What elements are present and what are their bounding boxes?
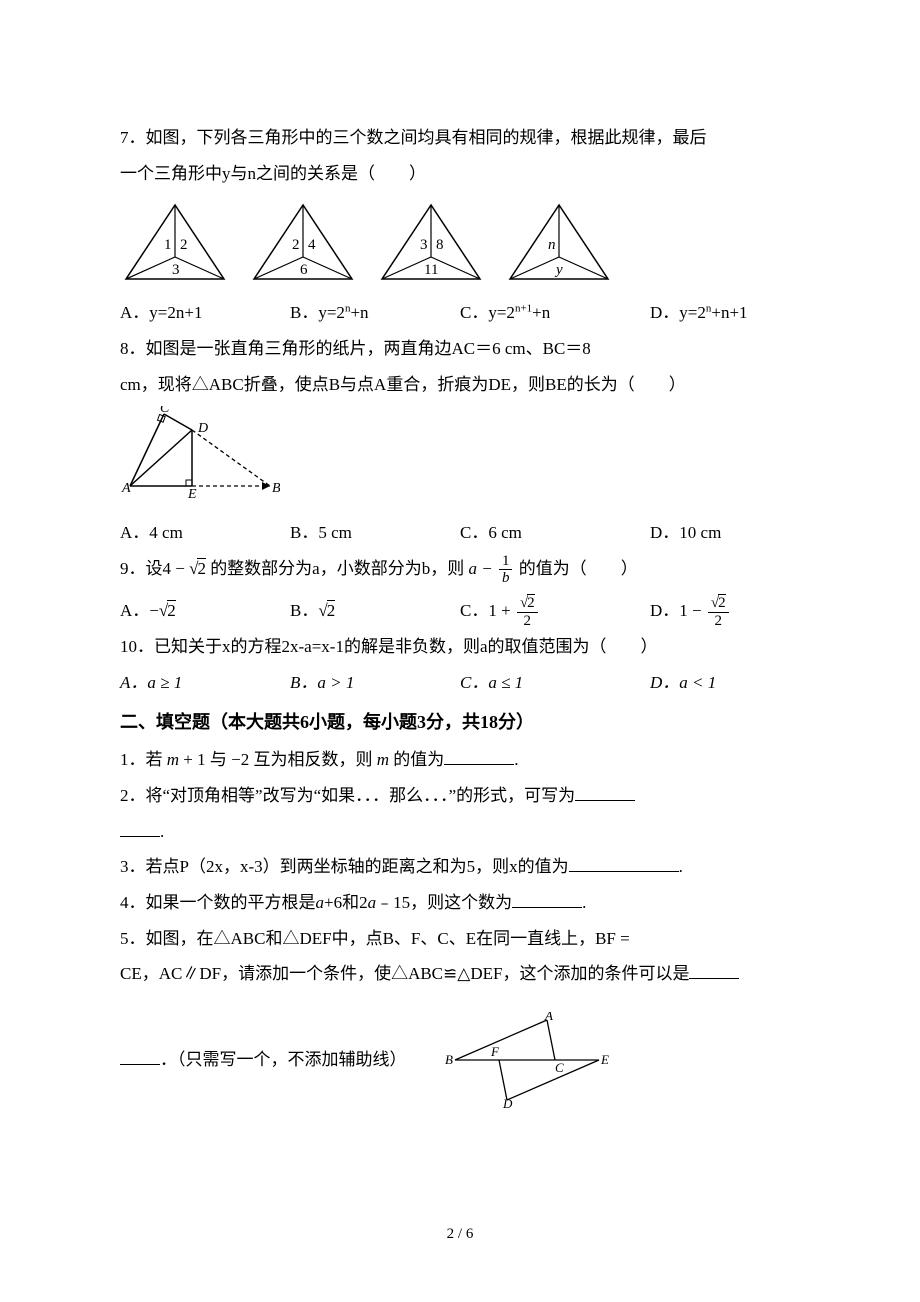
svg-text:6: 6 bbox=[300, 262, 308, 278]
svg-text:3: 3 bbox=[420, 237, 428, 253]
svg-text:y: y bbox=[554, 262, 563, 278]
svg-text:C: C bbox=[160, 406, 170, 416]
section2-heading: 二、填空题（本大题共6小题，每小题3分，共18分） bbox=[120, 704, 800, 742]
svg-text:n: n bbox=[548, 237, 556, 253]
svg-text:F: F bbox=[490, 1044, 500, 1059]
q8-opt-b: B．5 cm bbox=[290, 515, 460, 551]
triangle-1-icon: 1 2 3 bbox=[120, 199, 230, 287]
blank-f1 bbox=[444, 747, 514, 765]
q9-options: A．−√2 B．√2 C．1 + √22 D．1 − √22 bbox=[120, 593, 800, 629]
blank-f5a bbox=[689, 961, 739, 979]
q10-options: A．a ≥ 1 B．a > 1 C．a ≤ 1 D．a < 1 bbox=[120, 665, 800, 701]
q8-opt-a: A．4 cm bbox=[120, 515, 290, 551]
svg-text:8: 8 bbox=[436, 237, 444, 253]
q10-text: 10．已知关于x的方程2x-a=x-1的解是非负数，则a的取值范围为（ ） bbox=[120, 629, 800, 665]
page-content: 7．如图，下列各三角形中的三个数之间均具有相同的规律，根据此规律，最后 一个三角… bbox=[0, 0, 920, 1302]
fill-2-line2: . bbox=[120, 814, 800, 850]
svg-text:B: B bbox=[445, 1052, 453, 1067]
q7-triangles: 1 2 3 2 4 6 3 8 11 n y bbox=[120, 199, 800, 287]
q7-line1: 7．如图，下列各三角形中的三个数之间均具有相同的规律，根据此规律，最后 bbox=[120, 120, 800, 156]
fill-1: 1．若 m + 1 与 −2 互为相反数，则 m 的值为. bbox=[120, 742, 800, 778]
q7-options: A．y=2n+1 B．y=2n+n C．y=2n+1+n D．y=2n+n+1 bbox=[120, 295, 800, 331]
fill-5-tail: ．（只需写一个，不添加辅助线） bbox=[120, 1042, 407, 1078]
q8-figure-icon: A B C D E bbox=[120, 406, 280, 498]
svg-text:C: C bbox=[555, 1060, 564, 1075]
blank-f2a bbox=[575, 783, 635, 801]
svg-text:2: 2 bbox=[292, 237, 300, 253]
q7-opt-a: A．y=2n+1 bbox=[120, 295, 290, 331]
triangle-2-icon: 2 4 6 bbox=[248, 199, 358, 287]
triangle-3-icon: 3 8 11 bbox=[376, 199, 486, 287]
q10-opt-d: D．a < 1 bbox=[650, 665, 800, 701]
svg-text:4: 4 bbox=[308, 237, 316, 253]
q8-line2: cm，现将△ABC折叠，使点B与点A重合，折痕为DE，则BE的长为（ ） bbox=[120, 367, 800, 403]
blank-f3 bbox=[569, 854, 679, 872]
fill-5-line2: CE，AC∥DF，请添加一个条件，使△ABC≌△DEF，这个添加的条件可以是 bbox=[120, 956, 800, 992]
svg-text:A: A bbox=[121, 481, 131, 496]
q5-figure-icon: A B C D E F bbox=[437, 1012, 617, 1108]
svg-text:D: D bbox=[502, 1096, 513, 1108]
q9-opt-b: B．√2 bbox=[290, 593, 460, 629]
q8-opt-d: D．10 cm bbox=[650, 515, 800, 551]
q9-text: 9．设4 − √2 的整数部分为a，小数部分为b，则 a − 1b 的值为（ ） bbox=[120, 551, 800, 587]
q9-opt-a: A．−√2 bbox=[120, 593, 290, 629]
q7-opt-d: D．y=2n+n+1 bbox=[650, 295, 800, 331]
blank-f2b bbox=[120, 819, 160, 837]
fill-5-tail-row: ．（只需写一个，不添加辅助线） A B C D E F bbox=[120, 1012, 800, 1108]
svg-text:2: 2 bbox=[180, 237, 188, 253]
fill-2-line1: 2．将“对顶角相等”改写为“如果．．．那么．．．”的形式，可写为 bbox=[120, 778, 800, 814]
q7-opt-b: B．y=2n+n bbox=[290, 295, 460, 331]
q10-opt-a: A．a ≥ 1 bbox=[120, 665, 290, 701]
q10-opt-c: C．a ≤ 1 bbox=[460, 665, 650, 701]
blank-f5b bbox=[120, 1047, 160, 1065]
triangle-4-icon: n y bbox=[504, 199, 614, 287]
svg-text:B: B bbox=[272, 481, 280, 496]
svg-text:1: 1 bbox=[164, 237, 172, 253]
svg-text:D: D bbox=[197, 421, 208, 436]
fill-4: 4．如果一个数的平方根是a+6和2a﹣15，则这个数为. bbox=[120, 885, 800, 921]
fill-3: 3．若点P（2x，x-3）到两坐标轴的距离之和为5，则x的值为. bbox=[120, 849, 800, 885]
blank-f4 bbox=[512, 890, 582, 908]
q8-opt-c: C．6 cm bbox=[460, 515, 650, 551]
q10-opt-b: B．a > 1 bbox=[290, 665, 460, 701]
svg-text:E: E bbox=[600, 1052, 609, 1067]
page-number: 2 / 6 bbox=[0, 1219, 920, 1251]
fill-5-line1: 5．如图，在△ABC和△DEF中，点B、F、C、E在同一直线上，BF = bbox=[120, 921, 800, 957]
q8-line1: 8．如图是一张直角三角形的纸片，两直角边AC＝6 cm、BC＝8 bbox=[120, 331, 800, 367]
svg-text:11: 11 bbox=[424, 262, 438, 278]
q7-line2: 一个三角形中y与n之间的关系是（ ） bbox=[120, 156, 800, 192]
q9-opt-c: C．1 + √22 bbox=[460, 593, 650, 629]
svg-text:A: A bbox=[544, 1012, 553, 1023]
svg-text:E: E bbox=[187, 487, 197, 498]
svg-text:3: 3 bbox=[172, 262, 180, 278]
q8-options: A．4 cm B．5 cm C．6 cm D．10 cm bbox=[120, 515, 800, 551]
q9-opt-d: D．1 − √22 bbox=[650, 593, 800, 629]
q7-opt-c: C．y=2n+1+n bbox=[460, 295, 650, 331]
